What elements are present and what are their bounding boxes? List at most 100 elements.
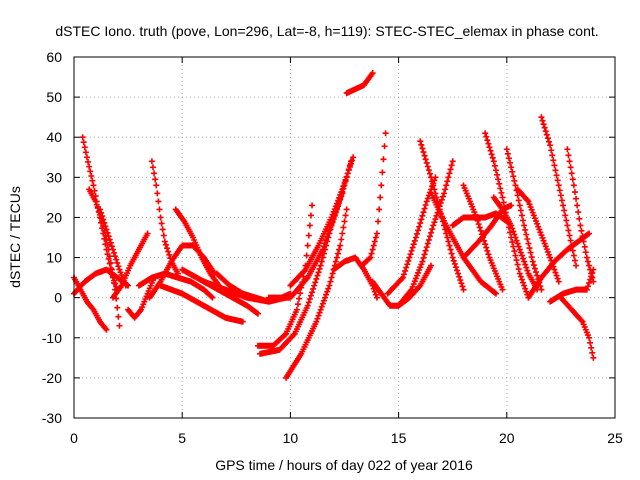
data-point-marker xyxy=(507,229,514,236)
data-point-marker xyxy=(327,278,334,285)
data-point-marker xyxy=(315,269,322,276)
data-point-marker xyxy=(580,238,587,245)
data-point-marker xyxy=(557,192,564,199)
data-point-marker xyxy=(305,232,312,239)
data-point-marker xyxy=(514,240,521,247)
data-point-marker xyxy=(439,193,446,200)
data-point-marker xyxy=(429,178,436,185)
data-point-marker xyxy=(537,229,544,236)
data-point-marker xyxy=(540,121,547,128)
data-point-marker xyxy=(347,160,354,167)
data-point-marker xyxy=(306,296,313,303)
data-point-marker xyxy=(518,276,525,283)
data-point-marker xyxy=(545,138,552,145)
data-point-marker xyxy=(579,233,586,240)
data-point-marker xyxy=(586,230,593,237)
data-point-marker xyxy=(530,212,537,219)
data-point-marker xyxy=(487,147,494,154)
data-point-marker xyxy=(551,162,558,169)
data-point-marker xyxy=(515,243,522,250)
data-point-marker xyxy=(102,223,109,230)
data-point-marker xyxy=(455,270,462,277)
data-point-marker xyxy=(588,344,595,351)
data-point-marker xyxy=(324,288,331,295)
data-point-marker xyxy=(523,231,530,238)
data-point-marker xyxy=(517,207,524,214)
data-point-marker xyxy=(416,223,423,230)
data-point-marker xyxy=(492,167,499,174)
data-point-marker xyxy=(343,173,350,180)
data-point-marker xyxy=(403,264,410,271)
data-point-marker xyxy=(495,176,502,183)
data-point-marker xyxy=(538,286,545,293)
data-point-marker xyxy=(513,257,520,264)
data-point-marker xyxy=(526,245,533,252)
data-point-marker xyxy=(209,294,216,301)
data-point-marker xyxy=(553,172,560,179)
data-point-marker xyxy=(523,264,530,271)
data-point-marker xyxy=(331,206,338,213)
data-point-marker xyxy=(499,194,506,201)
x-tick-label: 5 xyxy=(178,430,186,446)
y-tick-label: 60 xyxy=(46,49,62,65)
data-point-marker xyxy=(114,259,121,266)
data-arc xyxy=(514,186,562,285)
data-point-marker xyxy=(313,275,320,282)
data-point-marker xyxy=(483,244,490,251)
data-point-marker xyxy=(512,252,519,259)
data-point-marker xyxy=(420,149,427,156)
data-point-marker xyxy=(485,140,492,147)
data-point-marker xyxy=(443,182,450,189)
data-point-marker xyxy=(583,254,590,261)
data-point-marker xyxy=(526,201,533,208)
data-point-marker xyxy=(420,254,427,261)
chart-title: dSTEC Iono. truth (pove, Lon=296, Lat=-8… xyxy=(55,23,598,39)
data-point-marker xyxy=(541,124,548,131)
data-point-marker xyxy=(421,251,428,258)
data-point-marker xyxy=(421,152,428,159)
data-point-marker xyxy=(339,186,346,193)
data-point-marker xyxy=(552,167,559,174)
data-point-marker xyxy=(333,200,340,207)
data-point-marker xyxy=(420,209,427,216)
data-point-marker xyxy=(458,280,465,287)
data-point-marker xyxy=(152,176,159,183)
data-point-marker xyxy=(500,199,507,206)
data-point-marker xyxy=(410,281,417,288)
data-point-marker xyxy=(520,279,527,286)
data-point-marker xyxy=(511,248,518,255)
data-point-marker xyxy=(483,133,490,140)
data-point-marker xyxy=(527,204,534,211)
data-point-marker xyxy=(326,282,333,289)
data-point-marker xyxy=(479,234,486,241)
data-point-marker xyxy=(514,261,521,268)
data-point-marker xyxy=(377,194,384,201)
axis-ticks: 0 5 10 15 20 25 -30 -20 -10 0 10 20 30 40 50 60 xyxy=(42,49,623,446)
data-point-marker xyxy=(508,202,515,209)
data-point-marker xyxy=(491,162,498,169)
data-point-marker xyxy=(340,183,347,190)
data-point-marker xyxy=(516,246,523,253)
data-point-marker xyxy=(254,310,261,317)
data-arc xyxy=(525,230,593,301)
data-point-marker xyxy=(476,224,483,231)
data-point-marker xyxy=(503,146,510,153)
data-point-marker xyxy=(448,162,455,169)
data-point-marker xyxy=(584,231,591,238)
data-point-marker xyxy=(369,70,376,77)
data-point-marker xyxy=(488,151,495,158)
data-point-marker xyxy=(90,182,97,189)
data-point-marker xyxy=(509,225,516,232)
data-point-marker xyxy=(422,156,429,163)
data-point-marker xyxy=(89,177,96,184)
data-point-marker xyxy=(417,264,424,271)
data-point-marker xyxy=(423,244,430,251)
data-point-marker xyxy=(402,267,409,274)
data-point-marker xyxy=(281,331,288,338)
data-point-marker xyxy=(108,243,115,250)
data-point-marker xyxy=(484,137,491,144)
data-point-marker xyxy=(290,331,297,338)
y-tick-label: 0 xyxy=(54,290,62,306)
data-point-marker xyxy=(344,170,351,177)
data-point-marker xyxy=(507,159,514,166)
